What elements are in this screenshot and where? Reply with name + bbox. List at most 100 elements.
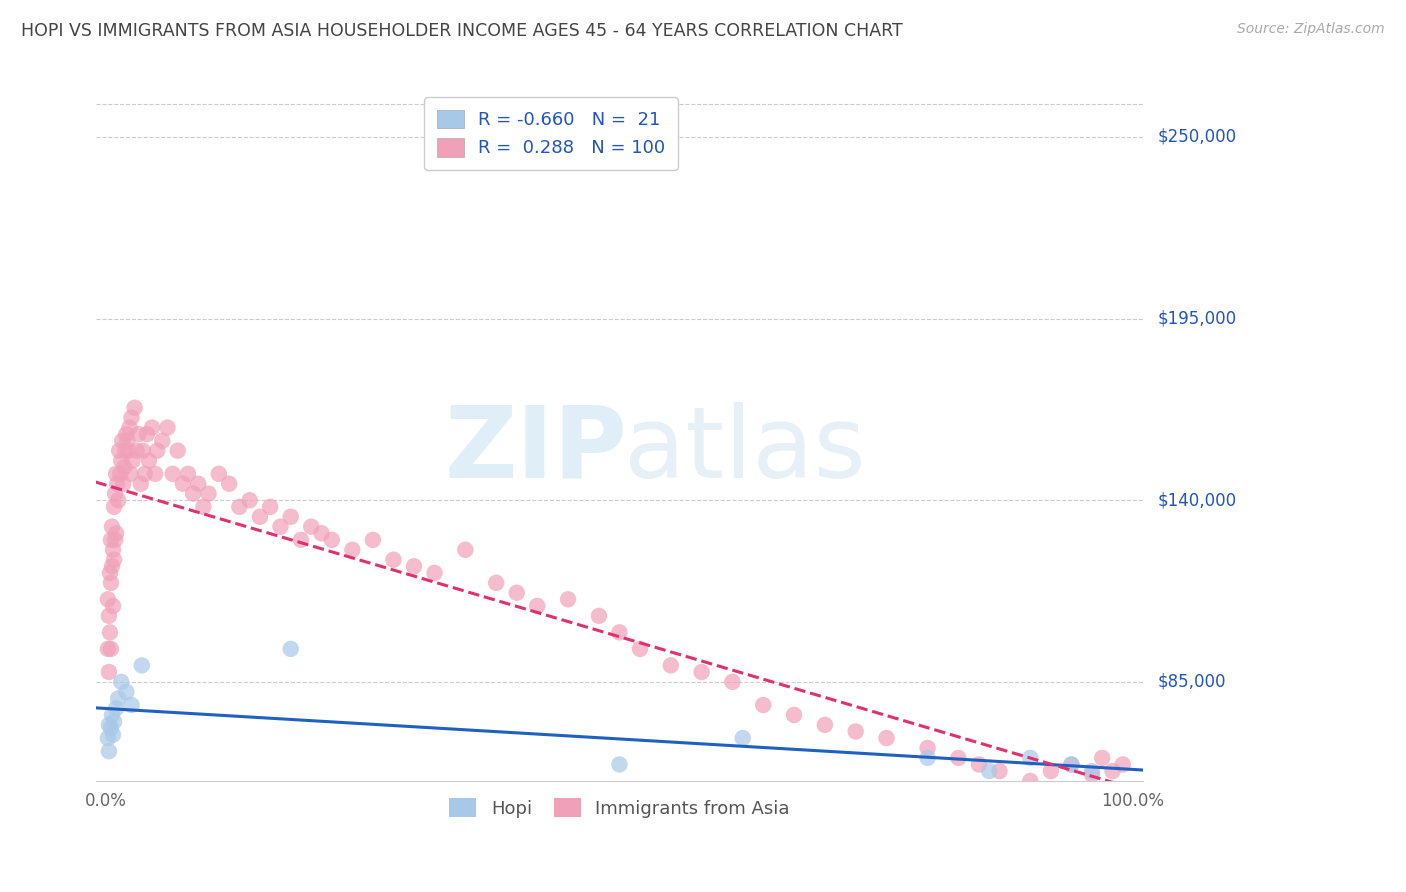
Point: [454, 542, 477, 557]
Point: [120, 467, 142, 481]
Point: [948, 751, 970, 765]
Point: [107, 493, 129, 508]
Point: [105, 467, 128, 481]
Point: [118, 420, 141, 434]
Text: $195,000: $195,000: [1157, 310, 1236, 327]
Point: [280, 641, 302, 656]
Point: [121, 410, 143, 425]
Point: [105, 526, 128, 541]
Point: [814, 718, 837, 732]
Point: [526, 599, 548, 613]
Point: [98, 625, 121, 640]
Point: [103, 714, 125, 729]
Point: [138, 453, 160, 467]
Point: [1019, 774, 1042, 789]
Point: [280, 509, 302, 524]
Point: [731, 731, 754, 745]
Point: [485, 575, 508, 590]
Point: [97, 608, 120, 623]
Point: [150, 434, 173, 448]
Point: [290, 533, 312, 547]
Point: [112, 460, 135, 475]
Point: [177, 467, 200, 481]
Point: [187, 476, 209, 491]
Point: [917, 751, 939, 765]
Text: atlas: atlas: [624, 401, 866, 499]
Point: [423, 566, 446, 580]
Point: [108, 467, 131, 481]
Point: [1101, 764, 1123, 778]
Point: [1060, 757, 1083, 772]
Point: [100, 575, 122, 590]
Text: $85,000: $85,000: [1157, 673, 1226, 691]
Point: [1081, 767, 1104, 781]
Point: [967, 757, 990, 772]
Point: [98, 566, 121, 580]
Point: [114, 443, 136, 458]
Point: [721, 674, 744, 689]
Point: [321, 533, 343, 547]
Point: [97, 731, 120, 745]
Point: [988, 764, 1011, 778]
Point: [628, 641, 651, 656]
Point: [876, 731, 898, 745]
Point: [382, 552, 405, 566]
Point: [129, 476, 152, 491]
Point: [107, 691, 129, 706]
Point: [101, 542, 124, 557]
Point: [311, 526, 333, 541]
Point: [115, 685, 138, 699]
Point: [105, 476, 128, 491]
Point: [97, 641, 120, 656]
Point: [100, 721, 122, 735]
Point: [783, 707, 806, 722]
Point: [146, 443, 169, 458]
Point: [690, 665, 713, 679]
Point: [111, 434, 134, 448]
Point: [135, 427, 157, 442]
Point: [197, 486, 219, 500]
Point: [101, 559, 124, 574]
Point: [259, 500, 281, 514]
Point: [557, 592, 579, 607]
Point: [115, 427, 138, 442]
Point: [121, 698, 143, 712]
Point: [105, 701, 128, 715]
Point: [752, 698, 775, 712]
Point: [132, 443, 155, 458]
Point: [845, 724, 868, 739]
Point: [1060, 757, 1083, 772]
Point: [156, 420, 179, 434]
Point: [979, 764, 1001, 778]
Point: [124, 401, 146, 415]
Point: [104, 486, 127, 500]
Point: [143, 467, 166, 481]
Point: [97, 665, 120, 679]
Point: [121, 453, 143, 467]
Point: [402, 559, 425, 574]
Point: [108, 443, 131, 458]
Point: [1081, 764, 1104, 778]
Point: [117, 443, 139, 458]
Point: [103, 500, 125, 514]
Point: [1091, 751, 1114, 765]
Point: [249, 509, 271, 524]
Point: [100, 533, 122, 547]
Point: [101, 707, 124, 722]
Point: [228, 500, 250, 514]
Point: [1019, 751, 1042, 765]
Point: [97, 744, 120, 758]
Point: [101, 599, 124, 613]
Point: [299, 519, 322, 533]
Point: [103, 552, 125, 566]
Point: [193, 500, 215, 514]
Point: [1039, 764, 1062, 778]
Point: [609, 757, 631, 772]
Point: [110, 674, 132, 689]
Point: [141, 420, 163, 434]
Point: [112, 476, 135, 491]
Point: [506, 585, 529, 599]
Point: [181, 486, 204, 500]
Point: [588, 608, 610, 623]
Point: [218, 476, 240, 491]
